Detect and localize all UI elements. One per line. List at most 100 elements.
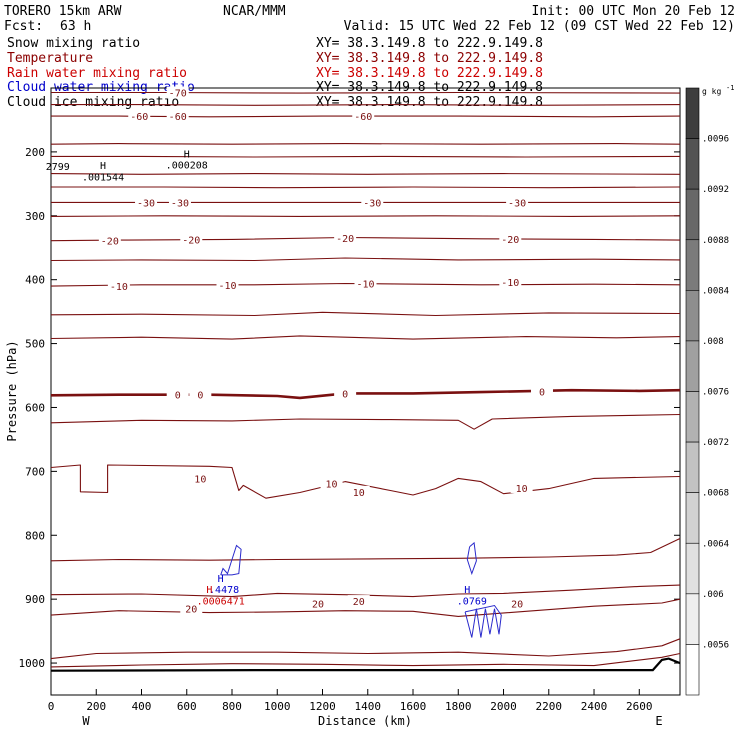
x-tick-label: 2200 [536, 700, 563, 713]
colorbar-swatch [685, 593, 700, 645]
colorbar-tick-label: .0056 [702, 640, 729, 650]
temperature-label: -10 [501, 278, 519, 289]
legend-label-rain: Rain water mixing ratio [7, 66, 187, 81]
temperature-label-bg [347, 595, 370, 607]
colorbar-tick-label: .008 [702, 337, 724, 347]
temperature-label-bg [189, 472, 212, 484]
east-label: E [655, 714, 662, 728]
temperature-contour-line [50, 584, 681, 598]
legend-label-snow: Snow mixing ratio [7, 36, 140, 51]
colorbar-swatch [685, 644, 700, 696]
legend-xy-rain: XY= 38.3.149.8 to 222.9.149.8 [316, 66, 543, 81]
fcst-value: 63 h [60, 19, 91, 34]
temperature-label-bg [506, 597, 529, 609]
x-tick-label: 200 [86, 700, 106, 713]
temperature-label: 10 [194, 474, 206, 485]
y-tick-label: 700 [25, 465, 45, 478]
colorbar: .0096 .0092 .0088 .0084 .008 .0076 .0072 .0068.… [685, 84, 734, 696]
temperature-label: 20 [185, 605, 197, 616]
colorbar-tick-label: .0068 [702, 489, 729, 499]
temperature-label-bg [354, 277, 377, 289]
colorbar-tick-label: .0076 [702, 388, 729, 398]
ground-line [50, 657, 681, 672]
y-tick-label: 200 [25, 146, 45, 159]
y-tick-label: 300 [25, 210, 45, 223]
max-value-annotation: .001544 [82, 173, 124, 184]
temperature-contour-line [50, 215, 681, 217]
max-annotations: 2799 H.001544H.000208H.4478H.0006471H.076… [46, 150, 487, 608]
temperature-label-bg [499, 276, 522, 288]
colorbar-swatch [685, 290, 700, 342]
max-value-annotation: H [184, 150, 190, 161]
colorbar-swatch [685, 239, 700, 291]
x-tick-label: 0 [48, 700, 55, 713]
colorbar-tick-label: .0092 [702, 185, 729, 195]
center-title: NCAR/MMM [223, 4, 286, 19]
x-tick-label: 2600 [626, 700, 653, 713]
temperature-label: 20 [511, 600, 523, 611]
temperature-label: -60 [169, 112, 187, 123]
temperature-label: 0 [539, 388, 545, 399]
max-value-annotation: H [464, 585, 470, 596]
colorbar-tick-label: .0096 [702, 135, 729, 145]
init-time: Init: 00 UTC Mon 20 Feb 12 [532, 4, 736, 19]
temperature-contour-line [51, 115, 681, 118]
cloud-water-contour-line [466, 541, 477, 576]
x-tick-label: 1600 [400, 700, 427, 713]
temperature-contour-line [51, 186, 681, 189]
temperature-contour-line [50, 143, 681, 145]
temperature-label-bg [320, 477, 343, 489]
temperature-contour-line [50, 598, 681, 617]
temperature-contour-line [51, 155, 681, 158]
temperature-label: 10 [353, 488, 365, 499]
temperature-labels: -70 -60 -60 -60 -30 -30 -30 -30 -20 -20 -20 -20 -10 -… [98, 86, 553, 616]
x-tick-label: 2400 [581, 700, 608, 713]
temperature-label: -60 [130, 112, 148, 123]
temperature-label: -30 [363, 198, 381, 209]
legend: Snow mixing ratio XY= 38.3.149.8 to 222.… [7, 36, 543, 110]
temperature-label-bg [98, 234, 121, 246]
temperature-contour-line [51, 104, 681, 106]
legend-label-cloud-ice: Cloud ice mixing ratio [7, 95, 179, 110]
temperature-contour-line [50, 388, 681, 400]
temperature-label-bg [334, 232, 357, 244]
temperature-label-bg [499, 232, 522, 244]
colorbar-swatch [685, 441, 700, 493]
colorbar-swatch [685, 138, 700, 190]
temperature-label-bg [361, 196, 384, 208]
west-label: W [82, 714, 90, 728]
x-tick-label: 2000 [490, 700, 517, 713]
temperature-label-bg [135, 196, 158, 208]
temperature-contour-line [50, 173, 681, 175]
colorbar-tick-label: .0088 [702, 236, 729, 246]
temperature-label-bg [506, 196, 529, 208]
temperature-label-bg [168, 196, 191, 208]
temperature-contour-line [50, 464, 681, 499]
temperature-contour-line [50, 652, 681, 668]
temperature-label: 0 [175, 391, 181, 402]
temperature-label: -20 [101, 237, 119, 248]
y-tick-label: 800 [25, 529, 45, 542]
colorbar-swatch [685, 340, 700, 392]
temperature-label-bg [180, 233, 203, 245]
axes: 0 200 400 600 800 1000 1200 1400 1600 1800 2000 220… [19, 146, 680, 713]
temperature-contour-line [50, 236, 681, 242]
temperature-label: -30 [137, 198, 155, 209]
colorbar-swatch [685, 188, 700, 241]
temperature-label: -10 [218, 281, 236, 292]
colorbar-tick-label: .006 [702, 590, 724, 600]
temperature-label-bg [166, 110, 189, 122]
colorbar-tick-label: .0072 [702, 438, 729, 448]
temperature-label-bg [107, 280, 130, 292]
temperature-label-bg [128, 110, 151, 122]
cloud-water-contour-line [220, 544, 242, 576]
temperature-label: -30 [508, 198, 526, 209]
temperature-label-bg [166, 388, 189, 400]
temperature-label-bg [189, 388, 212, 400]
temperature-label: -20 [182, 235, 200, 246]
temperature-label: -20 [501, 235, 519, 246]
temperature-label-bg [352, 110, 375, 122]
colorbar-tick-label: .0064 [702, 539, 729, 549]
temperature-label: 0 [197, 391, 203, 402]
